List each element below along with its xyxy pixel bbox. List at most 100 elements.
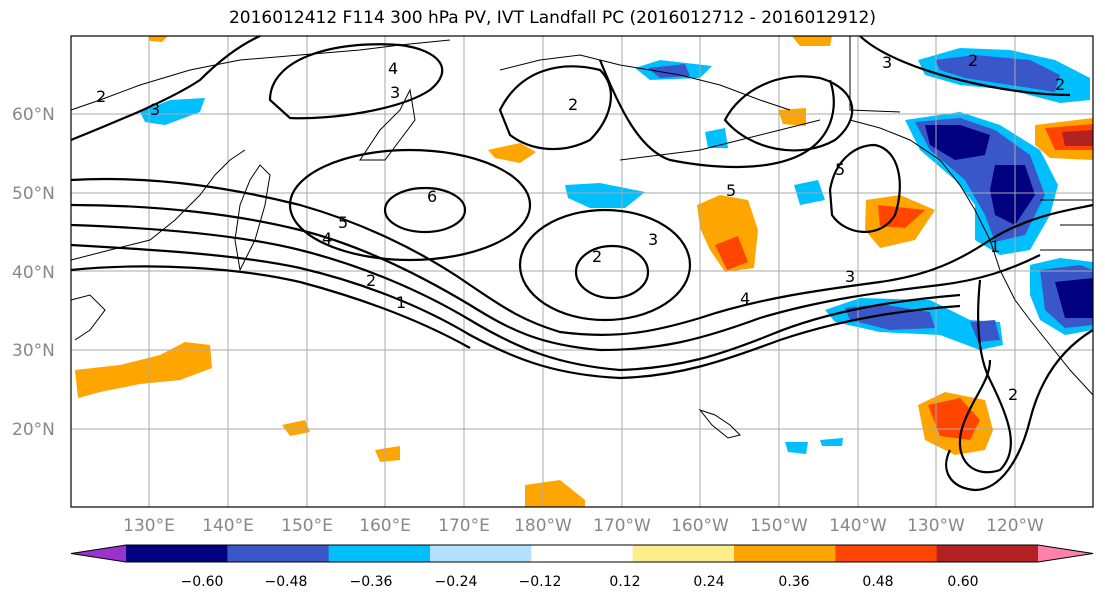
colorbar-extend-min [71, 545, 126, 562]
lon-label: 130°E [123, 516, 175, 536]
contour-line [383, 186, 467, 234]
lat-label-20n: 20°N [12, 420, 55, 440]
colorbar-segment [126, 545, 228, 562]
negative-anomaly [565, 183, 645, 208]
contour-line [70, 203, 1041, 352]
contour-label: 3 [648, 230, 658, 249]
contour-line [70, 265, 471, 349]
lon-label: 170°W [593, 516, 651, 536]
positive-anomaly [75, 342, 212, 398]
colorbar-tick-label: −0.60 [181, 574, 224, 590]
contour-label: 5 [835, 160, 845, 179]
colorbar-tick-label: −0.48 [265, 574, 308, 590]
colorbar [70, 544, 1094, 563]
pv-contours [70, 34, 1094, 492]
strong-negative-anomaly [990, 165, 1035, 225]
contour-label: 1 [990, 237, 1000, 256]
contour-label: 2 [1008, 385, 1018, 404]
coastline-asia-north [70, 39, 451, 111]
lat-label-60n: 60°N [12, 105, 55, 125]
contour-line [268, 43, 444, 120]
coastline-kamchatka [359, 88, 416, 161]
contour-label: 4 [388, 59, 398, 78]
lon-label: 160°W [671, 516, 729, 536]
lat-label-30n: 30°N [12, 341, 55, 361]
map-frame [70, 35, 1094, 508]
lon-label: 170°E [438, 516, 490, 536]
contour-label: 2 [96, 87, 106, 106]
contour-label: 4 [322, 229, 332, 248]
lon-label: 130°W [907, 516, 965, 536]
positive-anomaly [148, 36, 168, 42]
colorbar-segment [328, 545, 431, 562]
positive-anomaly [282, 420, 310, 436]
longitude-labels: 130°E 140°E 150°E 160°E 170°E 180°W 170°… [123, 516, 1044, 536]
contour-line [70, 243, 961, 380]
strong-negative-anomaly [925, 125, 990, 160]
shading-layer [75, 36, 1093, 507]
colorbar-extend-max [1038, 545, 1093, 562]
colorbar-segment [632, 545, 735, 562]
lon-label: 120°W [986, 516, 1044, 536]
lon-label: 150°W [750, 516, 808, 536]
negative-anomaly [705, 128, 728, 148]
lon-label: 140°W [829, 516, 887, 536]
contour-line [70, 223, 961, 372]
positive-anomaly [778, 108, 806, 126]
coastline-hawaii [698, 408, 741, 439]
colorbar-segment [835, 545, 938, 562]
lon-label: 160°E [359, 516, 411, 536]
contour-line [574, 244, 650, 300]
colorbar-tick-label: 0.60 [947, 574, 978, 590]
contour-line [518, 208, 692, 322]
colorbar-tick-label: −0.36 [350, 574, 393, 590]
negative-anomaly [785, 442, 808, 454]
contour-line [498, 65, 612, 151]
contour-label: 1 [396, 293, 406, 312]
map-title: 2016012412 F114 300 hPa PV, IVT Landfall… [228, 8, 876, 28]
contour-label: 2 [968, 51, 978, 70]
contour-label: 2 [366, 271, 376, 290]
lon-label: 140°E [202, 516, 254, 536]
strong-negative-anomaly [1055, 278, 1093, 318]
contour-line [828, 143, 901, 233]
contour-line [723, 75, 854, 152]
contour-line [70, 34, 261, 142]
coastline-aleutians [619, 119, 821, 161]
contour-line [945, 329, 1094, 492]
colorbar-segment [227, 545, 330, 562]
colorbar-segment [936, 545, 1039, 562]
very-strong-positive-anomaly [1062, 130, 1093, 146]
lon-label: 150°E [281, 516, 333, 536]
positive-anomaly [488, 143, 536, 163]
contour-line [859, 35, 1071, 97]
coastline-japan [234, 164, 271, 272]
moderate-negative-anomaly [935, 55, 1060, 92]
coastline-korea-china [70, 294, 106, 341]
lat-label-40n: 40°N [12, 263, 55, 283]
colorbar-segment [531, 545, 634, 562]
contour-line [598, 59, 835, 169]
contour-label: 3 [882, 53, 892, 72]
colorbar-segment [430, 545, 532, 562]
graticule [71, 36, 1093, 507]
contour-label: 2 [1055, 75, 1065, 94]
contour-label: 6 [427, 187, 437, 206]
positive-anomaly [375, 446, 400, 462]
contour-label: 3 [150, 100, 160, 119]
contour-label: 5 [726, 181, 736, 200]
contour-label: 5 [338, 213, 348, 232]
colorbar-outline [70, 544, 1094, 563]
strong-positive-anomaly [715, 236, 748, 270]
colorbar-tick-label: 0.24 [693, 574, 724, 590]
state-borders [1040, 199, 1093, 251]
colorbar-segment [734, 545, 836, 562]
positive-anomaly [525, 480, 585, 507]
contour-line [958, 279, 1012, 474]
colorbar-tick-label: −0.24 [435, 574, 478, 590]
negative-anomaly [820, 438, 843, 446]
contour-line [288, 148, 532, 262]
latitude-labels: 20°N 30°N 40°N 50°N 60°N [12, 105, 55, 440]
lat-label-50n: 50°N [12, 184, 55, 204]
